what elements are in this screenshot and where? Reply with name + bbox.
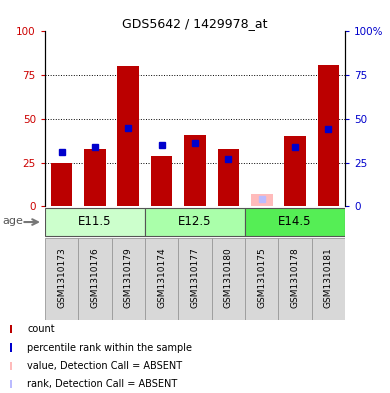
Bar (84, 149, 106, 206)
Text: E11.5: E11.5 (78, 215, 112, 228)
Text: GSM1310176: GSM1310176 (90, 247, 99, 308)
Text: GSM1310174: GSM1310174 (157, 247, 166, 308)
Bar (245, 208, 345, 236)
Text: E14.5: E14.5 (278, 215, 312, 228)
Title: GDS5642 / 1429978_at: GDS5642 / 1429978_at (122, 17, 268, 30)
Text: E12.5: E12.5 (178, 215, 212, 228)
Bar (278, 238, 312, 320)
Bar (10, 325, 12, 334)
Text: percentile rank within the sample: percentile rank within the sample (27, 343, 192, 353)
Bar (45, 238, 78, 320)
Bar (10, 343, 12, 352)
Bar (317, 65, 339, 206)
Bar (245, 238, 278, 320)
Bar (184, 135, 206, 206)
Bar (284, 136, 306, 206)
Text: GSM1310175: GSM1310175 (257, 247, 266, 308)
Bar (10, 380, 12, 388)
Text: GSM1310178: GSM1310178 (291, 247, 300, 308)
Bar (251, 194, 273, 206)
Bar (112, 238, 145, 320)
Text: GSM1310181: GSM1310181 (324, 247, 333, 308)
Bar (10, 362, 12, 370)
Bar (45, 208, 145, 236)
Text: GSM1310177: GSM1310177 (190, 247, 200, 308)
Text: age: age (2, 217, 23, 226)
Bar (212, 238, 245, 320)
Bar (117, 66, 139, 206)
Bar (145, 238, 178, 320)
Bar (78, 238, 112, 320)
Text: GSM1310173: GSM1310173 (57, 247, 66, 308)
Bar (51, 163, 73, 206)
Text: GSM1310180: GSM1310180 (224, 247, 233, 308)
Text: value, Detection Call = ABSENT: value, Detection Call = ABSENT (27, 361, 183, 371)
Bar (218, 149, 239, 206)
Bar (178, 238, 212, 320)
Bar (312, 238, 345, 320)
Text: rank, Detection Call = ABSENT: rank, Detection Call = ABSENT (27, 379, 177, 389)
Bar (151, 156, 172, 206)
Text: count: count (27, 324, 55, 334)
Text: GSM1310179: GSM1310179 (124, 247, 133, 308)
Bar (145, 208, 245, 236)
